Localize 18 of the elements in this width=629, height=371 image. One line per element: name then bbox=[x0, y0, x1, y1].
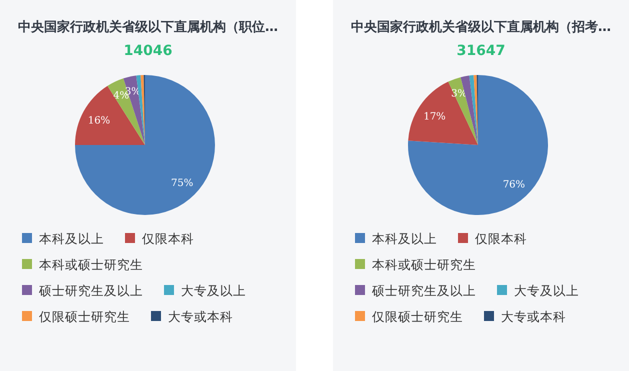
legend-label: 大专或本科 bbox=[501, 309, 566, 324]
legend-label: 仅限硕士研究生 bbox=[39, 309, 130, 324]
legend-label: 本科及以上 bbox=[372, 231, 437, 246]
data-label: 76% bbox=[502, 179, 526, 190]
data-label: 16% bbox=[88, 116, 110, 127]
data-label: 75% bbox=[171, 178, 194, 190]
legend-label: 仅限本科 bbox=[142, 231, 194, 246]
legend-label: 本科及以上 bbox=[39, 231, 104, 246]
legend-label: 仅限硕士研究生 bbox=[372, 309, 463, 324]
legend-label: 仅限本科 bbox=[475, 231, 527, 246]
legend-label: 大专及以上 bbox=[514, 283, 579, 298]
chart-title: 中央国家行政机关省级以下直属机构（职位… bbox=[18, 19, 278, 35]
chart-title: 中央国家行政机关省级以下直属机构（招考… bbox=[351, 19, 611, 35]
chart-subtitle: 14046 bbox=[124, 43, 172, 59]
legend-label: 大专或本科 bbox=[168, 309, 233, 324]
legend-label: 大专及以上 bbox=[181, 283, 246, 298]
chart-subtitle: 31647 bbox=[456, 43, 506, 59]
data-label: 17% bbox=[423, 111, 446, 122]
